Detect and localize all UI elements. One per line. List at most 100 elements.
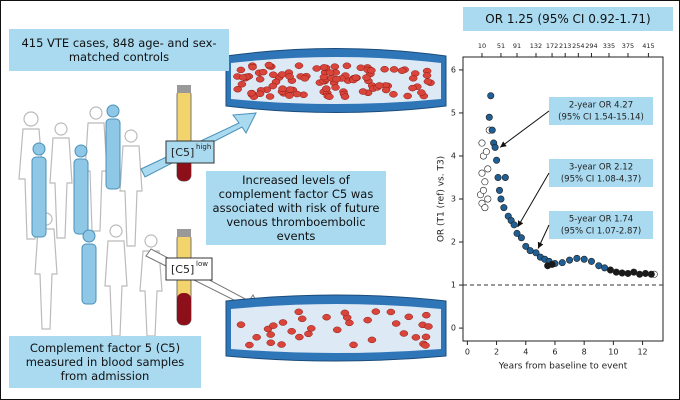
red-cell bbox=[266, 339, 276, 347]
y-axis-label: OR (T1 (ref) vs. T3) bbox=[437, 156, 447, 242]
red-cell bbox=[408, 75, 418, 82]
red-cell bbox=[252, 334, 261, 341]
red-cell bbox=[375, 82, 384, 89]
red-cell bbox=[304, 330, 313, 338]
point bbox=[573, 254, 581, 262]
x-axis-label: Years from baseline to event bbox=[498, 362, 628, 372]
red-cell bbox=[349, 341, 358, 349]
annotation-text: 5-year OR 1.74 bbox=[569, 215, 633, 225]
red-cell bbox=[340, 93, 350, 100]
red-cell bbox=[265, 93, 275, 100]
top-tick-label: 91 bbox=[513, 42, 521, 50]
red-cell bbox=[411, 334, 421, 341]
point bbox=[497, 195, 505, 203]
annotation-box bbox=[549, 97, 653, 125]
annotation-text: (95% CI 1.08-4.37) bbox=[561, 175, 641, 185]
finding-box: Increased levels of complement factor C5… bbox=[206, 171, 386, 245]
red-cell bbox=[381, 86, 391, 94]
red-cell bbox=[319, 73, 329, 81]
red-cell bbox=[266, 331, 275, 338]
top-tick-label: 172 bbox=[546, 42, 558, 50]
annotation-arrow bbox=[517, 172, 550, 228]
point bbox=[587, 257, 595, 265]
point bbox=[647, 270, 655, 278]
annotation-text: (95% CI 1.54-15.14) bbox=[558, 113, 644, 123]
top-tick-label: 415 bbox=[642, 42, 654, 50]
annotation-box bbox=[549, 159, 653, 187]
red-cell bbox=[312, 65, 321, 72]
point bbox=[481, 204, 489, 212]
point bbox=[558, 259, 566, 267]
red-cell bbox=[285, 73, 294, 80]
red-cell bbox=[389, 66, 399, 73]
top-tick-label: 213 bbox=[559, 42, 571, 50]
point bbox=[548, 260, 556, 268]
red-cell bbox=[255, 90, 265, 98]
y-tick-label: 2 bbox=[451, 238, 456, 247]
point bbox=[484, 165, 492, 173]
point bbox=[618, 269, 626, 277]
red-cell bbox=[358, 88, 368, 95]
red-cell bbox=[380, 65, 389, 73]
red-cell bbox=[389, 91, 398, 98]
top-tick-label: 294 bbox=[585, 42, 597, 50]
y-tick-label: 4 bbox=[451, 151, 456, 160]
x-tick-label: 2 bbox=[494, 348, 499, 357]
red-cell bbox=[322, 313, 331, 321]
red-cell bbox=[287, 328, 296, 335]
red-cell bbox=[332, 75, 341, 83]
red-cell bbox=[342, 62, 352, 70]
c5-high-sup: high bbox=[196, 143, 211, 151]
top-tick-label: 375 bbox=[622, 42, 634, 50]
top-tick-label: 51 bbox=[497, 42, 505, 50]
red-cell bbox=[362, 74, 371, 81]
red-cell bbox=[325, 93, 334, 100]
red-cell bbox=[255, 75, 265, 83]
point bbox=[510, 221, 518, 229]
red-cell bbox=[238, 74, 248, 81]
vessel-top bbox=[225, 48, 447, 113]
point bbox=[624, 269, 632, 277]
red-cell bbox=[247, 89, 256, 97]
red-cell bbox=[294, 308, 303, 316]
point bbox=[500, 204, 508, 212]
red-cell bbox=[233, 85, 242, 93]
red-cell bbox=[332, 326, 342, 334]
arrows bbox=[140, 112, 264, 315]
point bbox=[478, 169, 486, 177]
red-cell bbox=[264, 61, 274, 69]
red-cell bbox=[322, 85, 331, 92]
point bbox=[479, 186, 487, 194]
highlighted-people bbox=[31, 104, 121, 305]
red-cell bbox=[397, 67, 407, 74]
red-cell bbox=[421, 342, 430, 349]
red-cell bbox=[245, 341, 254, 349]
point bbox=[494, 173, 502, 181]
blood-tubes bbox=[176, 85, 192, 326]
point bbox=[612, 268, 620, 276]
point bbox=[517, 234, 525, 242]
y-tick-label: 6 bbox=[451, 65, 456, 74]
chart-title: OR 1.25 (95% CI 0.92-1.71) bbox=[463, 7, 673, 31]
point bbox=[522, 242, 530, 250]
red-cell bbox=[371, 308, 381, 315]
red-cell bbox=[417, 89, 426, 96]
red-cell bbox=[285, 92, 294, 99]
red-cell bbox=[277, 71, 287, 78]
red-cell bbox=[408, 84, 417, 92]
point bbox=[636, 270, 644, 278]
point bbox=[485, 113, 493, 121]
point bbox=[482, 148, 490, 156]
red-cell bbox=[277, 341, 286, 348]
point bbox=[595, 262, 603, 270]
point bbox=[641, 269, 649, 277]
vessel-bottom bbox=[225, 294, 447, 362]
x-tick-label: 8 bbox=[582, 348, 587, 357]
point bbox=[601, 264, 609, 272]
red-cell bbox=[236, 66, 246, 74]
point bbox=[526, 247, 534, 255]
red-cell bbox=[319, 64, 329, 71]
red-cell bbox=[292, 90, 302, 98]
